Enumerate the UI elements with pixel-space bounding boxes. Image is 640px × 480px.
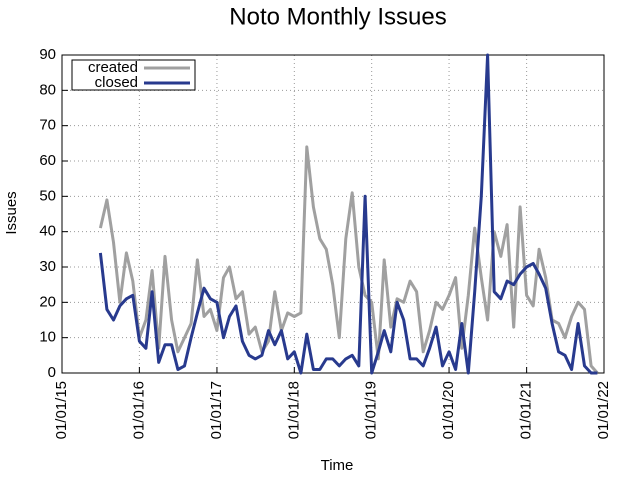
y-tick-label: 30 [39, 258, 56, 275]
y-axis-label: Issues [3, 191, 20, 234]
series-line [98, 145, 599, 374]
legend-label: created [88, 59, 138, 76]
x-tick-label: 01/01/21 [518, 381, 535, 439]
y-tick-label: 80 [39, 81, 56, 98]
x-axis-label: Time [321, 457, 354, 474]
series-line [98, 53, 598, 375]
y-tick-label: 70 [39, 117, 56, 134]
y-tick-label: 60 [39, 152, 56, 169]
x-tick-label: 01/01/20 [440, 381, 457, 439]
x-tick-label: 01/01/16 [130, 381, 147, 439]
chart-title: Noto Monthly Issues [229, 3, 446, 30]
legend-label: closed [95, 74, 138, 91]
y-tick-label: 90 [39, 46, 56, 63]
x-tick-label: 01/01/18 [285, 381, 302, 439]
x-tick-label: 01/01/15 [53, 381, 70, 439]
y-tick-label: 10 [39, 329, 56, 346]
y-tick-label: 20 [39, 293, 56, 310]
plot-border [61, 54, 605, 374]
x-tick-label: 01/01/22 [595, 381, 612, 439]
y-tick-label: 40 [39, 223, 56, 240]
x-tick-label: 01/01/17 [208, 381, 225, 439]
y-tick-label: 50 [39, 187, 56, 204]
legend-box [71, 59, 196, 91]
y-tick-label: 0 [48, 364, 56, 381]
x-tick-label: 01/01/19 [363, 381, 380, 439]
